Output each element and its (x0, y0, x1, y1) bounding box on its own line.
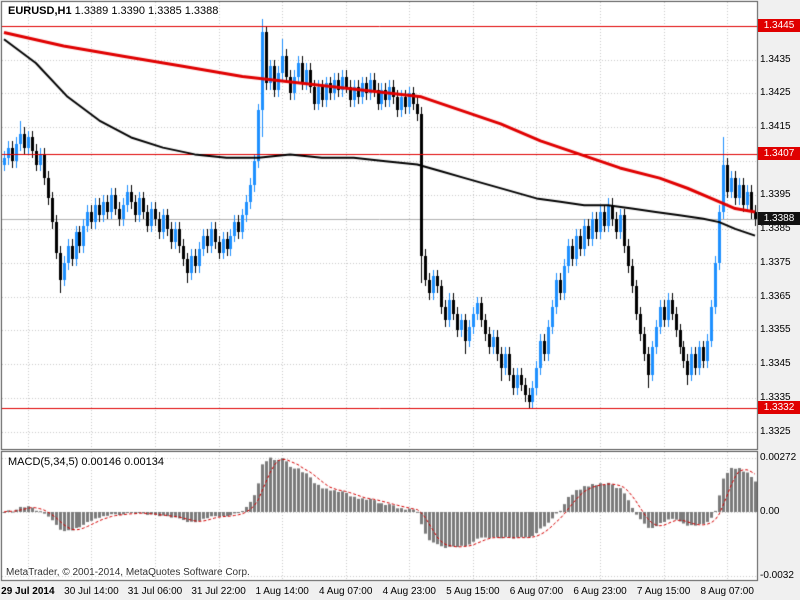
hline-price-tag: 1.3407 (758, 147, 800, 161)
macd-axis-label: 0.00 (760, 506, 780, 517)
chart-header: EURUSD,H1 1.3389 1.3390 1.3385 1.3388 (8, 5, 218, 17)
price-axis-label: 1.3345 (760, 358, 791, 370)
time-axis-label: 1 Aug 14:00 (255, 586, 309, 597)
time-axis-label: 29 Jul 2014 (1, 586, 55, 597)
macd-axis-label: 0.00272 (760, 451, 797, 463)
price-axis-label: 1.3355 (760, 324, 791, 336)
price-axis-label: 1.3385 (760, 222, 791, 234)
time-axis-label: 6 Aug 07:00 (509, 586, 564, 597)
macd-axis-label: -0.0032 (760, 570, 794, 581)
macd-header: MACD(5,34,5) 0.00146 0.00134 (8, 456, 164, 468)
time-axis-label: 4 Aug 23:00 (382, 586, 436, 597)
macd-indicator-label: MACD(5,34,5) (8, 456, 79, 468)
price-axis-label: 1.3375 (760, 256, 791, 268)
price-axis-label: 1.3325 (760, 426, 791, 438)
time-axis-label: 4 Aug 07:00 (319, 586, 373, 597)
time-axis-label: 31 Jul 06:00 (127, 586, 183, 597)
time-axis-label: 31 Jul 22:00 (191, 586, 246, 597)
macd-current-values-label: 0.00146 0.00134 (81, 456, 164, 468)
time-axis-label: 5 Aug 15:00 (446, 586, 500, 597)
price-axis-label: 1.3415 (760, 121, 791, 133)
time-axis-label: 7 Aug 15:00 (636, 586, 691, 597)
price-axis-label: 1.3335 (760, 392, 791, 404)
hline-price-tag: 1.3445 (758, 18, 800, 32)
hline-price-tag: 1.3332 (758, 401, 800, 415)
price-axis-label: 1.3435 (760, 53, 791, 65)
symbol-timeframe-label: EURUSD,H1 (8, 5, 72, 17)
current-price-tag: 1.3388 (758, 211, 800, 225)
time-axis-label: 30 Jul 14:00 (64, 586, 119, 597)
copyright-label: MetaTrader, © 2001-2014, MetaQuotes Soft… (6, 567, 250, 578)
price-axis-label: 1.3395 (760, 189, 791, 201)
price-axis-label: 1.3425 (760, 87, 791, 99)
ohlc-values-label: 1.3389 1.3390 1.3385 1.3388 (74, 5, 219, 17)
time-axis-label: 8 Aug 07:00 (700, 586, 754, 597)
time-axis-label: 6 Aug 23:00 (573, 586, 627, 597)
price-axis-label: 1.3365 (760, 290, 791, 302)
